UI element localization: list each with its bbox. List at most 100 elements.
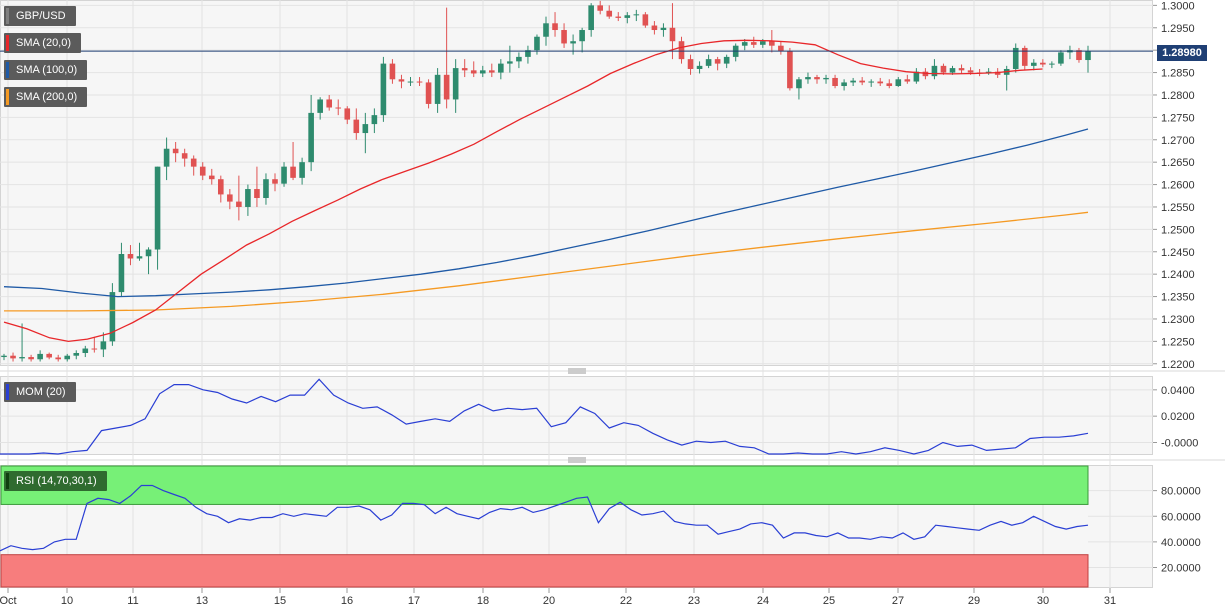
candle-body (371, 115, 378, 125)
price-tick-label: 1.2450 (1161, 247, 1195, 259)
candle-body (922, 71, 929, 77)
x-tick-label: 11 (127, 595, 138, 607)
candle-body (994, 71, 1001, 75)
candle-body (190, 158, 197, 167)
candle-body (19, 357, 25, 359)
candle-body (154, 166, 161, 250)
candle-body (714, 59, 721, 64)
price-tick-label: 1.2200 (1161, 359, 1195, 371)
candle-body (335, 107, 342, 109)
candle-body (525, 50, 531, 57)
candle-body (425, 82, 432, 104)
candle-body (398, 79, 405, 82)
candle-body (118, 254, 125, 293)
candle-body (163, 148, 170, 167)
candle-body (787, 51, 793, 89)
rsi-tick-label: 60.0000 (1161, 511, 1201, 523)
sma200-line (4, 211, 1089, 312)
candle-body (561, 30, 567, 44)
candle-body (100, 341, 107, 350)
candle-body (543, 23, 549, 37)
legend-symbol[interactable]: GBP/USD (4, 6, 76, 26)
candle-body (633, 14, 640, 16)
candle-body (353, 119, 360, 134)
legend-mom[interactable]: MOM (20) (4, 382, 76, 402)
candle-body (1030, 62, 1037, 66)
candle-body (82, 348, 89, 354)
candle-body (859, 80, 865, 83)
candle-body (10, 355, 16, 359)
candle-body (64, 355, 71, 360)
overbought-zone (0, 465, 1089, 505)
price-tick-label: 1.2250 (1161, 336, 1195, 348)
price-panel (0, 0, 1153, 362)
mom-tick-label: 0.0400 (1161, 385, 1195, 397)
candle-body (823, 77, 829, 80)
panel-border (0, 0, 1153, 366)
candle-body (281, 166, 287, 184)
candle-body (814, 77, 820, 80)
candle-body (588, 5, 594, 31)
candle-body (1058, 52, 1064, 64)
candle-body (669, 27, 676, 42)
candle-body (1012, 47, 1019, 69)
legend-swatch (6, 35, 9, 51)
x-tick-label: 22 (620, 595, 632, 607)
x-tick-label: 30 (1037, 595, 1049, 607)
rsi-line (0, 484, 1089, 552)
candle-body (272, 179, 278, 184)
candle-body (868, 81, 875, 83)
candle-body (850, 80, 856, 83)
rsi-panel (0, 465, 1089, 588)
candle-body (199, 166, 206, 176)
candle-body (687, 59, 694, 69)
x-tick-label: 17 (408, 595, 420, 607)
mom-tick-label: -0.0000 (1161, 437, 1198, 449)
oversold-zone (0, 554, 1089, 588)
x-tick-label: 18 (477, 595, 489, 607)
candle-body (1049, 63, 1055, 65)
candle-body (389, 63, 396, 80)
candle-body (488, 70, 495, 73)
panel-border (0, 376, 1153, 455)
candle-body (326, 99, 333, 108)
candle-body (91, 348, 98, 350)
price-tick-label: 1.2400 (1161, 269, 1195, 281)
candle-body (696, 65, 703, 69)
candle-body (651, 25, 658, 31)
candle-body (895, 79, 902, 87)
legend-sma200[interactable]: SMA (200,0) (4, 87, 88, 107)
candle-body (245, 189, 251, 207)
candle-body (1085, 51, 1091, 61)
candle-body (362, 124, 369, 134)
candle-body (227, 194, 233, 202)
candle-body (407, 81, 414, 83)
candle-body (479, 70, 486, 74)
price-tick-label: 1.2850 (1161, 68, 1195, 80)
legend-rsi[interactable]: RSI (14,70,30,1) (4, 471, 107, 491)
momentum-panel (0, 378, 1089, 455)
legend-swatch (6, 89, 9, 105)
legend-sma100[interactable]: SMA (100,0) (4, 60, 88, 80)
legend-mom-label: MOM (20) (16, 386, 66, 398)
x-tick-label: 10 (61, 595, 73, 607)
candle-body (299, 162, 305, 178)
legend-sma100-label: SMA (100,0) (16, 64, 78, 76)
x-tick-label: 20 (543, 595, 555, 607)
candle-body (949, 68, 956, 73)
candle-body (606, 10, 613, 17)
candle-body (579, 30, 585, 42)
price-tick-label: 1.2800 (1161, 90, 1195, 102)
candle-body (263, 179, 269, 199)
legend-sma20[interactable]: SMA (20,0) (4, 33, 82, 53)
candle-body (705, 59, 712, 66)
x-tick-label: 23 (688, 595, 700, 607)
candle-body (769, 41, 775, 46)
candle-body (931, 65, 938, 77)
legend-swatch (6, 473, 9, 489)
rsi-tick-label: 40.0000 (1161, 537, 1201, 549)
legend-sma20-label: SMA (20,0) (16, 37, 72, 49)
legend-symbol-label: GBP/USD (16, 10, 66, 22)
candle-body (181, 153, 188, 159)
mom-line (0, 378, 1089, 455)
